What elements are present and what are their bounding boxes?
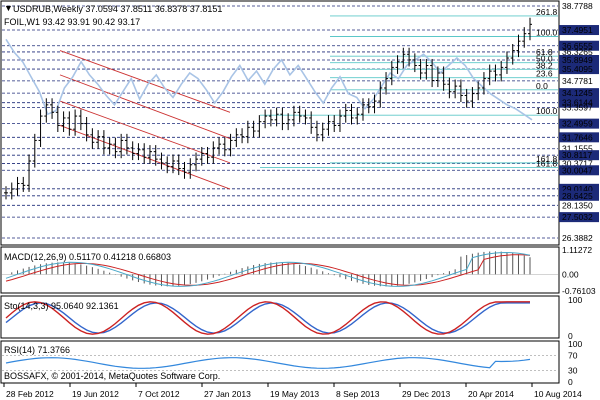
price-label-background bbox=[559, 150, 599, 161]
overlay-line-series bbox=[5, 38, 533, 121]
price-scale-label: 31.7646 bbox=[562, 132, 593, 142]
price-scale-label: 36.3265 bbox=[562, 47, 593, 57]
copyright-watermark: BOSSAFX, © 2001-2014, MetaQuotes Softwar… bbox=[4, 371, 220, 381]
fib-level-label: 38.2 bbox=[536, 60, 553, 70]
stoch-scale-label: 100 bbox=[568, 295, 582, 305]
price-label-background bbox=[559, 64, 599, 75]
stoch-scale: 100 0 bbox=[568, 295, 582, 341]
fib-level-label: 161.8 bbox=[536, 159, 558, 169]
price-scale-label: 27.5032 bbox=[562, 212, 593, 222]
price-label-background bbox=[559, 183, 599, 194]
fib-level-label: 100.0 bbox=[536, 106, 558, 116]
price-scale-label: 33.6144 bbox=[562, 98, 593, 108]
price-scale-label: 28.1350 bbox=[562, 200, 593, 210]
price-scale-label: 26.3882 bbox=[562, 233, 593, 243]
rsi-scale-label: 30 bbox=[568, 366, 578, 376]
time-axis-label: 8 Sep 2013 bbox=[336, 389, 380, 399]
price-label-background bbox=[559, 165, 599, 176]
fib-level-label: 161.8 bbox=[536, 154, 558, 164]
time-axis-label: 29 Dec 2013 bbox=[402, 389, 450, 399]
stoch-signal-line bbox=[5, 302, 530, 334]
price-scale-label: 36.6555 bbox=[562, 41, 593, 51]
main-price-grid bbox=[2, 5, 558, 239]
price-scale-label: 29.0140 bbox=[562, 184, 593, 194]
price-scale-label: 33.3597 bbox=[562, 102, 593, 112]
rsi-line bbox=[5, 357, 531, 369]
price-scale-label: 35.8949 bbox=[562, 55, 593, 65]
macd-indicator bbox=[2, 251, 558, 287]
price-label-background bbox=[559, 190, 599, 201]
price-scale-label: 38.7788 bbox=[562, 1, 593, 11]
stoch-panel-frame bbox=[0, 295, 560, 339]
macd-scale-label: 0.00 bbox=[562, 269, 579, 279]
price-label-background bbox=[559, 97, 599, 108]
fib-level-label: 50.0 bbox=[536, 54, 553, 64]
macd-main-line bbox=[5, 251, 531, 287]
stoch-title: Sto(14,3,3) 95.0640 92.1361 bbox=[4, 301, 119, 311]
price-label-background bbox=[559, 132, 599, 143]
rsi-scale-label: 100 bbox=[568, 339, 582, 349]
time-axis-label: 28 Feb 2012 bbox=[6, 389, 54, 399]
price-scale-label: 37.4951 bbox=[562, 25, 593, 35]
rsi-scale-label: 0 bbox=[568, 377, 573, 387]
macd-scale-label: -0.76103 bbox=[562, 286, 596, 296]
chart-ohlc-header: USDRUB,Weekly 37.0594 37.8511 36.8378 37… bbox=[13, 4, 222, 14]
macd-signal-line bbox=[5, 254, 531, 286]
fib-level-label: 0.0 bbox=[536, 81, 548, 91]
time-axis: 28 Feb 2012 19 Jun 2012 7 Oct 2012 27 Jan 2… bbox=[3, 383, 582, 399]
price-scale-label: 30.3717 bbox=[562, 158, 593, 168]
price-scale-label: 35.4095 bbox=[562, 64, 593, 74]
macd-scale-label: 1.11272 bbox=[562, 245, 592, 255]
stoch-main-line bbox=[5, 301, 530, 335]
fib-level-label: 261.8 bbox=[536, 7, 558, 17]
price-scale-label: 30.0047 bbox=[562, 165, 593, 175]
rsi-title: RSI(14) 71.3766 bbox=[4, 345, 70, 355]
price-label-background bbox=[559, 54, 599, 65]
fib-level-label: 100.0 bbox=[536, 27, 558, 37]
time-axis-label: 7 Oct 2012 bbox=[138, 389, 180, 399]
rsi-indicator bbox=[2, 355, 558, 371]
stochastic-indicator bbox=[5, 301, 530, 335]
macd-scale: 1.11272 0.00 -0.76103 bbox=[562, 245, 596, 296]
price-label-background bbox=[559, 88, 599, 99]
price-scale-label: 28.6425 bbox=[562, 191, 593, 201]
price-bars bbox=[4, 17, 532, 200]
price-label-background bbox=[559, 40, 599, 51]
price-scale-label: 32.4959 bbox=[562, 119, 593, 129]
price-scale-label: 34.7781 bbox=[562, 76, 593, 86]
fib-level-label: 23.6 bbox=[536, 69, 553, 79]
main-panel-frame bbox=[0, 0, 560, 246]
rsi-scale-label: 70 bbox=[568, 350, 578, 360]
price-scale-label: 34.1245 bbox=[562, 88, 593, 98]
fibonacci-labels: 261.8 161.8 100.0 61.850.038.223.6 0.0 100.0 1… bbox=[536, 7, 558, 169]
price-label-background bbox=[559, 25, 599, 36]
channel-line bbox=[59, 74, 231, 139]
price-scale: 38.7788 37.4951 36.655536.326535.894935.40… bbox=[559, 1, 599, 243]
time-axis-label: 19 Jun 2012 bbox=[72, 389, 119, 399]
chart-symbol-icon: ▼ bbox=[4, 3, 13, 13]
time-axis-label: 27 Jan 2013 bbox=[204, 389, 251, 399]
price-label-background bbox=[559, 212, 599, 223]
time-axis-label: 19 May 2013 bbox=[270, 389, 319, 399]
price-scale-label: 30.8117 bbox=[562, 150, 592, 160]
channel-line bbox=[59, 50, 231, 113]
fib-level-label: 61.8 bbox=[536, 47, 553, 57]
price-label-background bbox=[559, 118, 599, 129]
time-axis-label: 20 Apr 2014 bbox=[468, 389, 514, 399]
time-axis-label: 10 Aug 2014 bbox=[534, 389, 582, 399]
overlay-indicator-header: FOIL,W1 93.42 93.91 90.42 93.17 bbox=[4, 17, 140, 27]
stoch-scale-label: 0 bbox=[568, 331, 573, 341]
macd-title: MACD(12,26,9) 0.51170 0.41218 0.66803 bbox=[4, 252, 171, 262]
price-scale-label: 31.1555 bbox=[562, 144, 593, 154]
